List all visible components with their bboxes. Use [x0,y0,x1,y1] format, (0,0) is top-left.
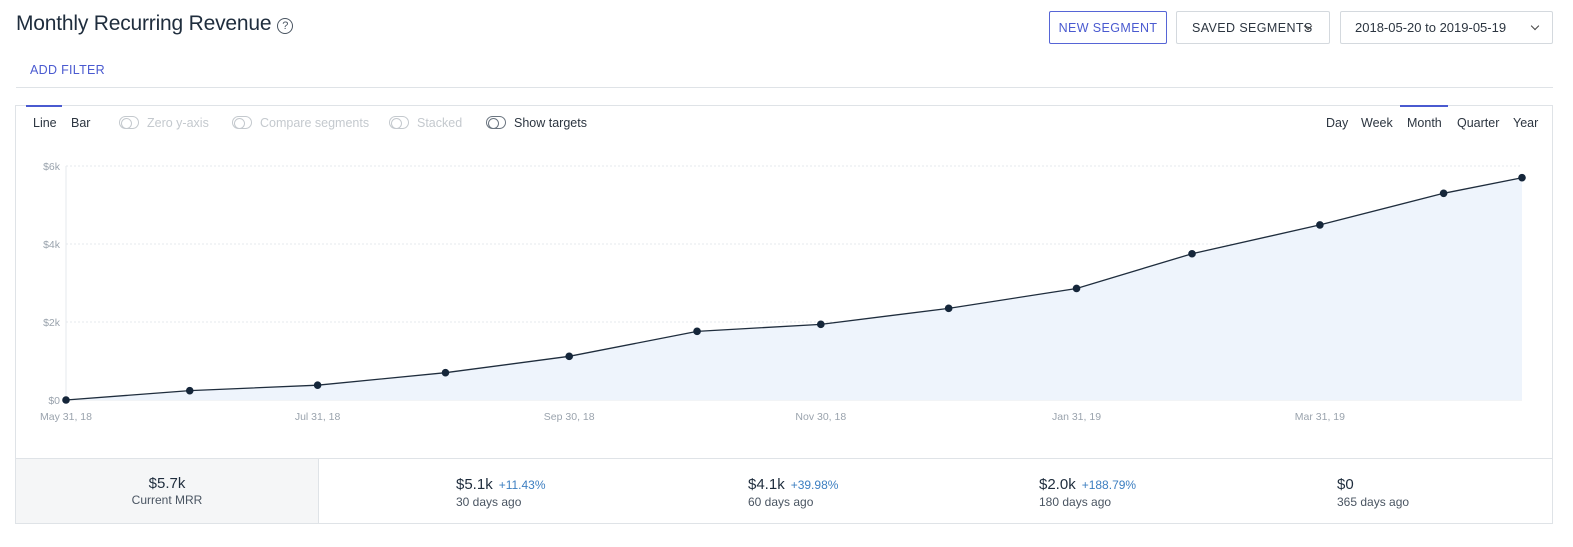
saved-segments-dropdown[interactable]: SAVED SEGMENTS [1176,11,1330,44]
data-point [693,327,701,336]
data-point [185,386,194,395]
x-tick-label: Jul 31, 18 [295,411,341,423]
stat-label: Current MRR [131,493,203,507]
show-targets-label: Show targets [514,116,587,130]
stat-label: 180 days ago [1039,495,1112,509]
stat-current-mrr: $5.7k Current MRR [16,459,319,523]
x-tick-label: May 31, 18 [40,411,92,423]
x-tick-label: Nov 30, 18 [795,411,846,423]
stat-30-days: $5.1k +11.43% 30 days ago [456,476,546,509]
stats-row: $5.7k Current MRR $5.1k +11.43% 30 days a… [15,458,1553,524]
y-tick-label: $4k [43,239,61,251]
help-icon[interactable]: ? [277,17,294,34]
add-filter-link[interactable]: ADD FILTER [30,63,105,77]
new-segment-button[interactable]: NEW SEGMENT [1049,11,1167,44]
area-fill [66,177,1522,400]
date-range-picker[interactable]: 2018-05-20 to 2019-05-19 [1340,11,1553,44]
zero-y-axis-toggle[interactable] [119,116,139,129]
stat-60-days: $4.1k +39.98% 60 days ago [748,476,838,509]
interval-day[interactable]: Day [1326,116,1349,130]
x-tick-label: Jan 31, 19 [1052,411,1101,423]
data-point [62,396,70,404]
x-tick-label: Mar 31, 19 [1295,411,1345,423]
data-point [313,381,322,389]
interval-quarter[interactable]: Quarter [1457,116,1500,130]
stat-label: 365 days ago [1337,495,1410,509]
stat-value: $2.0k [1039,476,1076,493]
tab-bar[interactable]: Bar [71,116,91,130]
stat-value: $5.1k [456,476,493,493]
y-tick-label: $6k [43,161,61,173]
stacked-toggle[interactable] [389,116,409,129]
divider [16,87,1553,88]
data-point [1188,249,1196,258]
compare-segments-label: Compare segments [260,116,370,130]
stat-value: $4.1k [748,476,785,493]
y-tick-label: $0 [48,395,60,407]
stat-180-days: $2.0k +188.79% 180 days ago [1039,476,1136,509]
interval-year[interactable]: Year [1513,116,1539,130]
chart-controls: Line Bar Zero y-axis Compare segments St… [16,105,1552,140]
data-point [1439,189,1448,198]
zero-y-axis-label: Zero y-axis [147,116,209,130]
data-point [817,320,825,329]
chart-panel: Line Bar Zero y-axis Compare segments St… [15,105,1553,459]
saved-segments-label: SAVED SEGMENTS [1192,20,1313,35]
stacked-label: Stacked [417,116,463,130]
stat-change: +11.43% [498,478,546,492]
data-point [1316,221,1324,229]
interval-week[interactable]: Week [1361,116,1393,130]
stat-value: $0 [1337,476,1354,493]
data-point [441,368,450,377]
active-interval-indicator [1400,105,1448,107]
stat-change: +188.79% [1081,478,1137,492]
stat-label: 30 days ago [456,495,522,509]
show-targets-toggle[interactable] [486,116,506,129]
data-point [565,352,574,361]
data-point [1518,173,1526,182]
mrr-chart: $0 $2k $4k $6k May 31, 18 Jul 31, 18 Sep 30, 1… [40,161,1526,423]
data-point [1072,284,1081,293]
date-range-label: 2018-05-20 to 2019-05-19 [1355,20,1507,35]
stat-365-days: $0 365 days ago [1337,476,1409,509]
active-chart-type-indicator [26,105,62,107]
page-title: Monthly Recurring Revenue [16,12,272,35]
compare-segments-toggle[interactable] [232,116,252,129]
x-tick-label: Sep 30, 18 [544,411,595,423]
stat-value: $5.7k [148,475,186,492]
tab-line[interactable]: Line [33,116,57,130]
interval-month[interactable]: Month [1407,116,1442,130]
page-header: Monthly Recurring Revenue ? [16,12,294,36]
y-tick-label: $2k [43,317,61,329]
stat-change: +39.98% [790,478,839,492]
stat-label: 60 days ago [748,495,814,509]
data-point [944,304,953,313]
